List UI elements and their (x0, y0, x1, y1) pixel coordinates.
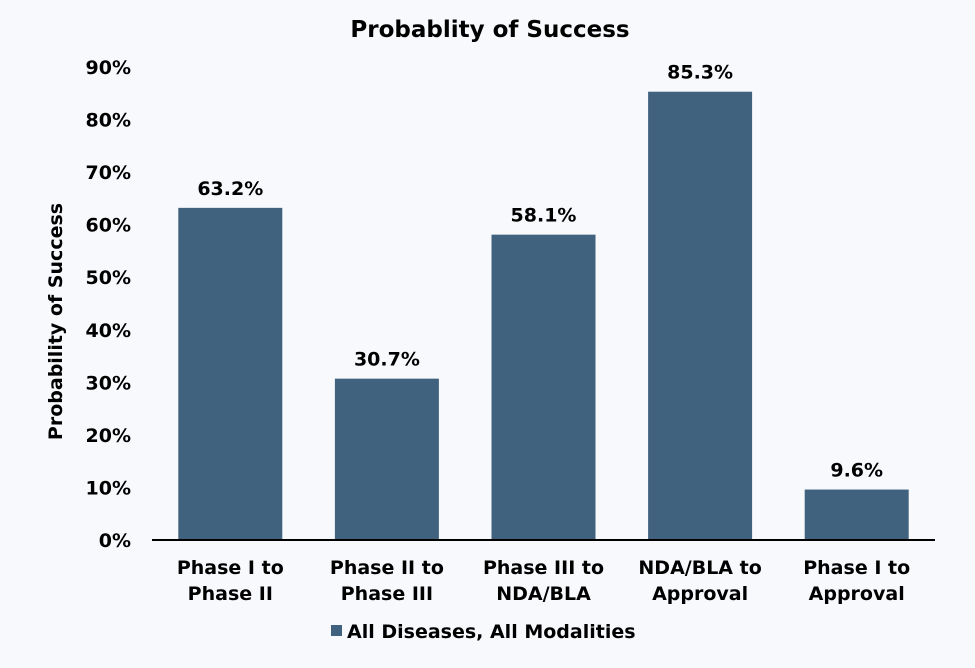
y-axis-label: Probability of Success (45, 203, 67, 440)
y-tick-label: 60% (86, 215, 131, 237)
bar (178, 207, 283, 541)
x-category-line: Approval (809, 583, 905, 605)
x-category-label: NDA/BLA to Approval (638, 557, 761, 605)
chart-title: Probablity of Success (350, 17, 629, 43)
bar-data-label: 63.2% (197, 178, 263, 200)
x-category-line: Phase I to (803, 557, 910, 579)
bar (491, 234, 596, 540)
y-tick-label: 20% (86, 425, 131, 447)
y-tick-label: 10% (86, 477, 131, 499)
bar-data-label: 30.7% (354, 349, 420, 371)
y-axis-ticks: 0% 10% 20% 30% 40% 50% 60% 70% 80% 90% (86, 57, 131, 552)
x-category-line: Phase III (341, 583, 433, 605)
legend-swatch (331, 625, 342, 636)
y-tick-label: 0% (99, 530, 131, 552)
x-category-line: NDA/BLA to (638, 557, 761, 579)
bar-data-label: 58.1% (511, 205, 577, 227)
x-category-line: NDA/BLA (496, 583, 591, 605)
y-tick-label: 30% (86, 372, 131, 394)
legend: All Diseases, All Modalities (331, 621, 636, 643)
bar (334, 378, 439, 540)
legend-label: All Diseases, All Modalities (347, 621, 636, 643)
bar (804, 489, 909, 540)
x-category-line: Phase III to (483, 557, 604, 579)
bar (648, 91, 753, 540)
x-category-line: Phase II to (330, 557, 444, 579)
bars (178, 91, 909, 541)
bar-data-label: 85.3% (667, 62, 733, 84)
bar-data-label: 9.6% (830, 460, 883, 482)
data-labels: 63.2% 30.7% 58.1% 85.3% 9.6% (197, 62, 883, 482)
x-category-line: Approval (652, 583, 748, 605)
x-category-label: Phase II to Phase III (330, 557, 444, 605)
y-tick-label: 90% (86, 57, 131, 79)
y-tick-label: 70% (86, 162, 131, 184)
y-tick-label: 40% (86, 320, 131, 342)
x-category-label: Phase I to Phase II (177, 557, 284, 605)
y-tick-label: 80% (86, 110, 131, 132)
y-tick-label: 50% (86, 267, 131, 289)
x-category-line: Phase II (188, 583, 273, 605)
x-category-label: Phase III to NDA/BLA (483, 557, 604, 605)
x-category-line: Phase I to (177, 557, 284, 579)
x-category-label: Phase I to Approval (803, 557, 910, 605)
